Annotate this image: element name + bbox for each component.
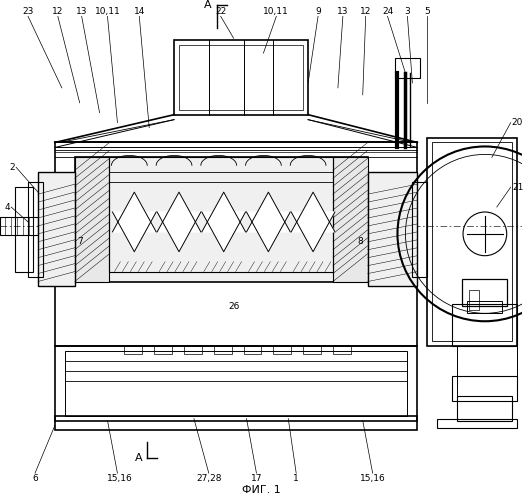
Text: 10,11: 10,11 [94, 7, 120, 16]
Bar [452, 376, 517, 400]
Text: 8: 8 [357, 238, 363, 246]
Bar [110, 158, 333, 272]
Polygon shape [112, 212, 156, 252]
Text: 9: 9 [315, 7, 321, 16]
Bar [333, 158, 368, 282]
Bar [467, 302, 502, 314]
Polygon shape [157, 212, 201, 252]
Polygon shape [247, 192, 290, 232]
Text: 13: 13 [76, 7, 88, 16]
Bar [368, 172, 417, 286]
Text: 14: 14 [133, 7, 145, 16]
Text: 1: 1 [293, 474, 299, 482]
Text: 21: 21 [513, 182, 524, 192]
Bar [55, 142, 417, 346]
Polygon shape [112, 192, 156, 232]
Text: 27,28: 27,28 [196, 474, 222, 482]
Bar [65, 351, 407, 416]
Bar [75, 158, 110, 282]
Text: 26: 26 [228, 302, 239, 311]
Polygon shape [202, 192, 246, 232]
Bar [55, 416, 417, 430]
Text: 6: 6 [32, 474, 38, 482]
Bar [469, 290, 479, 310]
Text: 5: 5 [424, 7, 430, 16]
Bar [75, 158, 368, 282]
Text: 7: 7 [78, 238, 83, 246]
Bar [174, 40, 308, 115]
Polygon shape [157, 192, 201, 232]
Bar [214, 346, 232, 354]
Text: 2: 2 [9, 163, 15, 172]
Bar [432, 142, 512, 341]
Text: A: A [134, 454, 142, 464]
Bar [395, 58, 421, 78]
Text: A: A [204, 0, 212, 10]
Text: 12: 12 [360, 7, 371, 16]
Bar [412, 182, 427, 276]
Text: 24: 24 [382, 7, 393, 16]
Polygon shape [291, 212, 335, 252]
Bar [15, 187, 33, 272]
Bar [303, 346, 321, 354]
Bar [28, 182, 43, 276]
Text: 3: 3 [405, 7, 411, 16]
Bar [457, 396, 512, 420]
Bar [0, 217, 38, 235]
Text: ФИГ. 1: ФИГ. 1 [242, 485, 281, 495]
Polygon shape [247, 212, 290, 252]
Bar [274, 346, 291, 354]
Bar [333, 346, 351, 354]
Text: 22: 22 [215, 7, 226, 16]
Bar [244, 346, 261, 354]
Text: 13: 13 [337, 7, 349, 16]
Polygon shape [202, 212, 246, 252]
Text: 4: 4 [5, 202, 10, 211]
Text: 12: 12 [52, 7, 64, 16]
Text: 23: 23 [23, 7, 34, 16]
Text: 15,16: 15,16 [107, 474, 132, 482]
Bar [55, 346, 417, 420]
Bar [38, 172, 75, 286]
Text: 15,16: 15,16 [360, 474, 385, 482]
Text: 17: 17 [251, 474, 262, 482]
Bar [427, 138, 517, 346]
Polygon shape [291, 192, 335, 232]
Bar [124, 346, 142, 354]
Bar [437, 418, 517, 428]
Text: 10,11: 10,11 [264, 7, 289, 16]
Bar [452, 304, 517, 346]
Bar [184, 346, 202, 354]
Bar [462, 278, 507, 306]
Text: 20: 20 [512, 118, 523, 127]
Bar [154, 346, 172, 354]
Bar [179, 45, 303, 110]
